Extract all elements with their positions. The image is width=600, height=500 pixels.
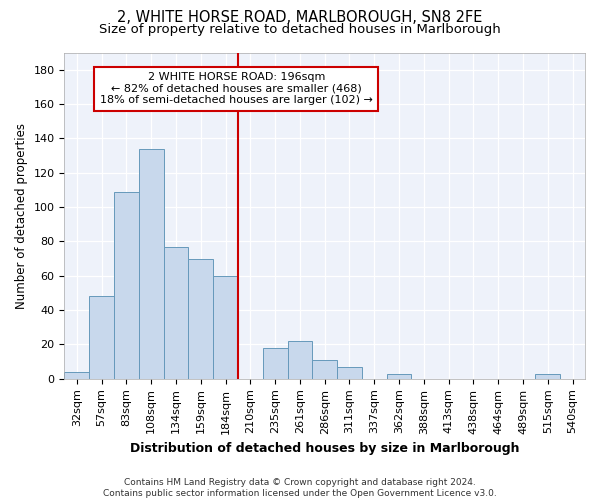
X-axis label: Distribution of detached houses by size in Marlborough: Distribution of detached houses by size …: [130, 442, 520, 455]
Bar: [139, 148, 164, 379]
Y-axis label: Number of detached properties: Number of detached properties: [15, 122, 28, 308]
Text: 2, WHITE HORSE ROAD, MARLBOROUGH, SN8 2FE: 2, WHITE HORSE ROAD, MARLBOROUGH, SN8 2F…: [118, 10, 482, 25]
Bar: [313, 360, 337, 379]
Bar: [287, 341, 313, 379]
Bar: [114, 192, 139, 379]
Bar: [64, 372, 89, 379]
Text: Size of property relative to detached houses in Marlborough: Size of property relative to detached ho…: [99, 22, 501, 36]
Bar: [188, 258, 213, 379]
Bar: [386, 374, 412, 379]
Bar: [337, 367, 362, 379]
Bar: [89, 296, 114, 379]
Text: Contains HM Land Registry data © Crown copyright and database right 2024.
Contai: Contains HM Land Registry data © Crown c…: [103, 478, 497, 498]
Text: 2 WHITE HORSE ROAD: 196sqm
← 82% of detached houses are smaller (468)
18% of sem: 2 WHITE HORSE ROAD: 196sqm ← 82% of deta…: [100, 72, 373, 106]
Bar: [164, 246, 188, 379]
Bar: [213, 276, 238, 379]
Bar: [263, 348, 287, 379]
Bar: [535, 374, 560, 379]
